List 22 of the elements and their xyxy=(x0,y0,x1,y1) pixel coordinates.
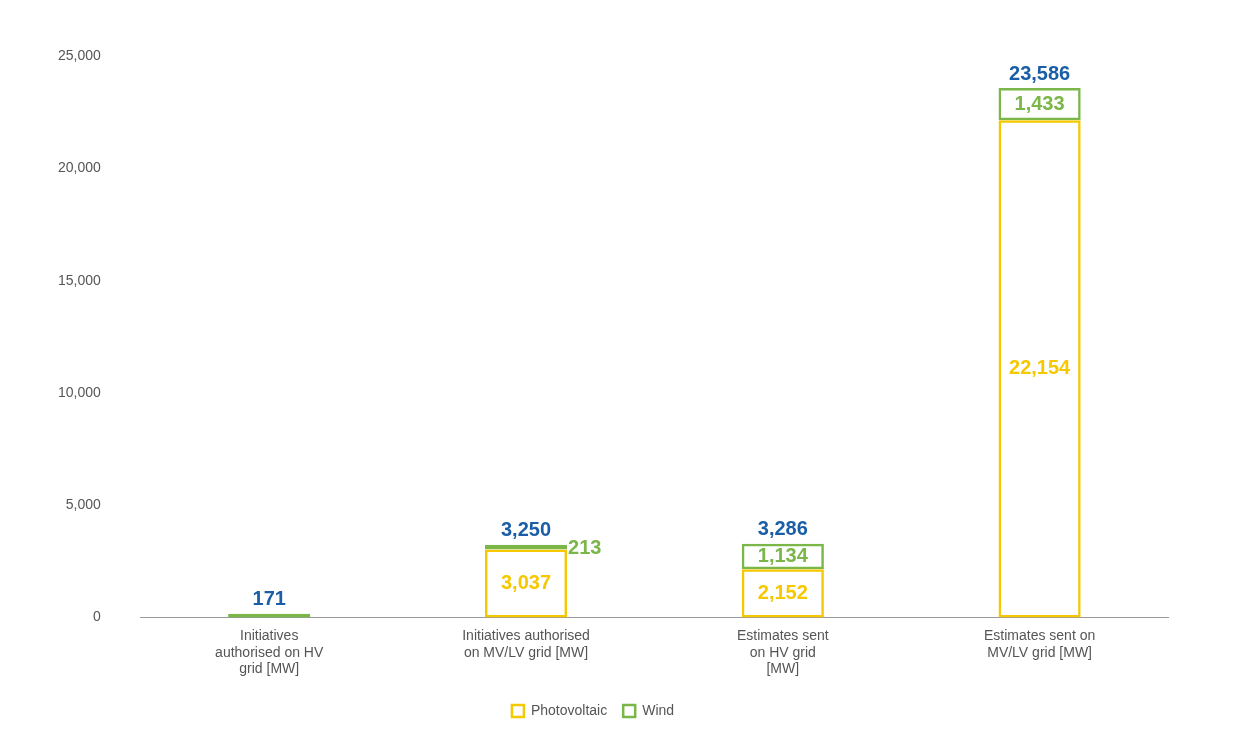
x-tick-label: Initiatives authorised on MV/LV grid [MW] xyxy=(462,626,590,660)
x-tick-label: Initiatives authorised on HV grid [MW] xyxy=(215,626,324,677)
y-tick-label: 15,000 xyxy=(57,271,102,288)
total-label: 23,586 xyxy=(1009,61,1071,84)
legend-label: Photovoltaic xyxy=(530,701,608,718)
y-tick-label: 25,000 xyxy=(57,47,102,64)
total-label: 171 xyxy=(252,587,286,610)
data-label: 213 xyxy=(568,535,602,558)
data-label: 3,037 xyxy=(500,571,552,594)
data-label: 2,152 xyxy=(757,580,808,603)
y-tick-label: 0 xyxy=(93,608,102,625)
total-label: 3,286 xyxy=(757,517,808,540)
y-tick-label: 20,000 xyxy=(57,159,102,176)
x-tick-label: Estimates sent on HV grid [MW] xyxy=(736,626,829,677)
legend-label: Wind xyxy=(642,701,675,718)
total-label: 3,250 xyxy=(500,518,552,541)
data-label: 1,433 xyxy=(1014,91,1065,114)
x-tick-label: Estimates sent on MV/LV grid [MW] xyxy=(983,626,1096,660)
y-tick-label: 5,000 xyxy=(65,496,102,513)
data-label: 22,154 xyxy=(1009,356,1072,379)
y-tick-label: 10,000 xyxy=(57,383,102,400)
data-label: 1,134 xyxy=(757,544,809,567)
